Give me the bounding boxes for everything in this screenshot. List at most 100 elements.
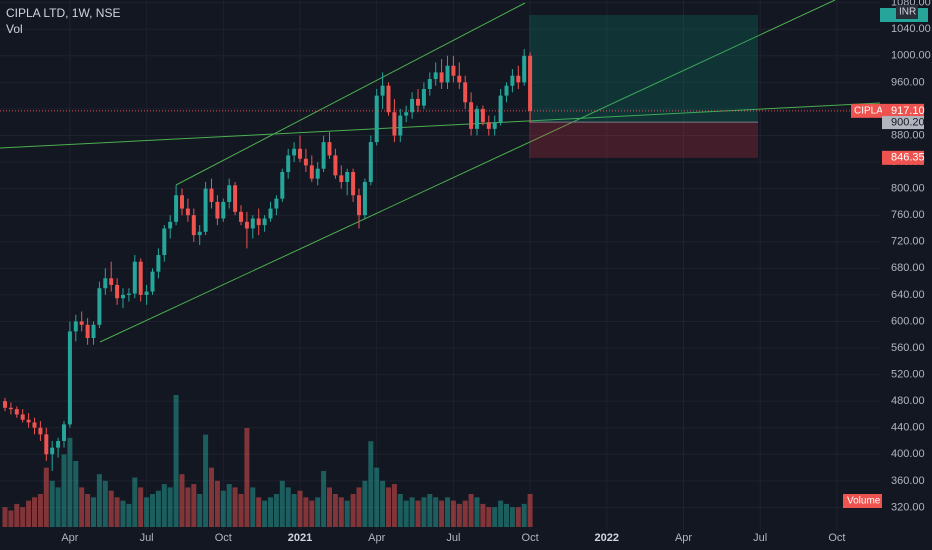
volume-bar xyxy=(2,507,8,527)
volume-bar xyxy=(37,494,43,527)
x-tick-label: Apr xyxy=(368,532,385,544)
volume-bar xyxy=(209,467,214,527)
volume-bar xyxy=(462,500,468,527)
y-tick-label: 1040.00 xyxy=(891,23,931,35)
candle-body xyxy=(8,407,13,410)
volume-bar xyxy=(492,507,498,527)
candle-body xyxy=(498,95,503,123)
volume-bar xyxy=(132,477,138,527)
candle-body xyxy=(239,211,243,222)
candle-body xyxy=(38,427,43,435)
volume-bar xyxy=(262,500,268,527)
volume-bar xyxy=(498,500,504,527)
candle-body xyxy=(97,288,102,325)
y-tick-label: 880.00 xyxy=(891,129,925,141)
candle-body xyxy=(168,221,173,229)
candle-body xyxy=(327,142,332,156)
volume-bar xyxy=(67,437,73,527)
volume-bar xyxy=(315,497,321,527)
currency-text: INR xyxy=(899,7,916,18)
volume-bar xyxy=(521,503,527,527)
y-tick-label: 520.00 xyxy=(891,368,925,380)
y-tick-label: 560.00 xyxy=(891,342,925,354)
y-tick-label: 720.00 xyxy=(891,236,925,248)
x-tick-label: Oct xyxy=(828,532,845,544)
candle-body xyxy=(457,75,462,83)
y-tick-label: 640.00 xyxy=(891,289,925,301)
symbol-tag-text: CIPLA xyxy=(854,105,883,116)
last-price-text: 917.10 xyxy=(891,105,925,117)
candle-body xyxy=(244,221,249,229)
volume-bar xyxy=(450,500,456,527)
y-tick-label: 800.00 xyxy=(891,183,925,195)
candle-body xyxy=(203,188,208,232)
candle-body xyxy=(62,424,66,442)
volume-label: Vol xyxy=(6,22,23,36)
volume-bar xyxy=(468,494,474,527)
x-tick-label: Jul xyxy=(753,532,767,544)
volume-bar xyxy=(386,487,391,527)
volume-bar xyxy=(380,480,386,527)
candle-body xyxy=(79,321,84,325)
candle-body xyxy=(451,65,456,76)
x-tick-label: Oct xyxy=(522,532,539,544)
volume-bar xyxy=(256,497,262,527)
candle-body xyxy=(516,75,521,83)
candle-body xyxy=(132,261,137,294)
stop-zone xyxy=(529,122,758,158)
candle-body xyxy=(221,201,226,219)
volume-bar xyxy=(350,494,356,527)
volume-bar xyxy=(409,497,415,527)
volume-bar xyxy=(144,497,150,527)
volume-bar xyxy=(191,484,197,527)
volume-bar xyxy=(55,487,61,527)
volume-bar xyxy=(338,497,344,527)
candle-body xyxy=(85,324,90,339)
volume-bar xyxy=(108,490,114,527)
candle-body xyxy=(309,165,314,179)
volume-bar xyxy=(427,494,433,527)
candle-body xyxy=(126,293,131,295)
channel-upper xyxy=(175,2,526,186)
volume-bar xyxy=(73,461,79,527)
volume-tag-text: Volume xyxy=(847,496,881,507)
candle-body xyxy=(26,419,31,423)
candle-body xyxy=(504,85,509,96)
volume-bar xyxy=(232,487,238,527)
candle-body xyxy=(445,65,450,83)
volume-bar xyxy=(114,497,120,527)
candle-body xyxy=(357,195,361,216)
volume-bar xyxy=(332,494,338,527)
candle-body xyxy=(292,148,297,156)
x-tick-label: Apr xyxy=(675,532,692,544)
candle-body xyxy=(144,291,149,295)
volume-bar xyxy=(161,484,167,527)
candle-body xyxy=(427,79,432,89)
x-tick-label: Jul xyxy=(140,532,154,544)
x-tick-label: Apr xyxy=(61,532,78,544)
volume-bar xyxy=(486,507,492,527)
y-tick-label: 760.00 xyxy=(891,209,925,221)
volume-bar xyxy=(356,487,362,527)
volume-bar xyxy=(96,474,102,527)
volume-bar xyxy=(79,487,85,527)
volume-bar xyxy=(173,395,179,527)
candle-body xyxy=(345,172,350,182)
x-tick-label: Jul xyxy=(446,532,460,544)
entry-tag xyxy=(882,116,924,130)
volume-bar xyxy=(126,503,132,527)
volume-bar xyxy=(273,494,279,527)
volume-bar xyxy=(509,507,515,527)
candle-body xyxy=(14,409,19,415)
symbol-tag xyxy=(851,103,882,118)
volume-bar xyxy=(439,500,445,527)
candle-body xyxy=(286,155,291,173)
candle-body xyxy=(486,122,491,129)
candle-body xyxy=(386,85,391,113)
volume-bar xyxy=(238,494,244,527)
candle-body xyxy=(274,198,279,209)
candle-body xyxy=(298,148,302,159)
volume-bar xyxy=(8,510,14,527)
candle-body xyxy=(463,82,468,103)
volume-bar xyxy=(14,503,20,527)
